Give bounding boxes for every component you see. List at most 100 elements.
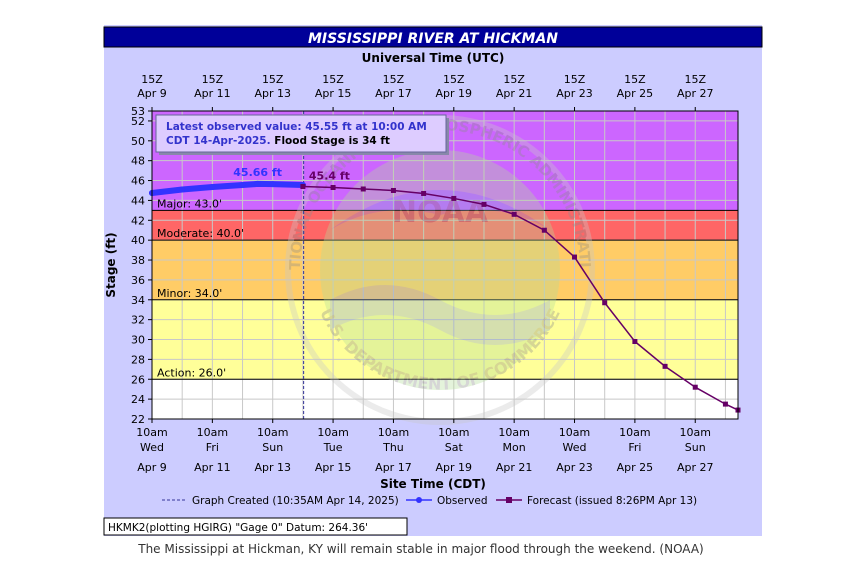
- forecast-point: [481, 201, 487, 207]
- latest-value-box: Latest observed value: 45.55 ft at 10:00…: [155, 114, 449, 155]
- legend: Graph Created (10:35AM Apr 14, 2025) Obs…: [162, 495, 697, 507]
- y-tick-label: 40: [131, 234, 145, 247]
- bottom-tick-time: 10am: [559, 426, 590, 439]
- top-tick-date: Apr 11: [194, 87, 231, 100]
- forecast-point: [572, 254, 578, 260]
- forecast-point: [692, 384, 698, 390]
- category-label-minor: Minor: 34.0': [157, 287, 222, 300]
- bottom-tick-date: Apr 23: [556, 461, 593, 474]
- bottom-tick-day: Mon: [503, 441, 526, 454]
- observed-point: [269, 181, 276, 188]
- y-tick-label: 26: [131, 373, 145, 386]
- title-bar: [103, 26, 763, 48]
- bottom-tick-time: 10am: [438, 426, 469, 439]
- latest-value-date: CDT 14-Apr-2025.: [166, 135, 271, 147]
- category-label-major: Major: 43.0': [157, 197, 222, 210]
- bottom-tick-time: 10am: [257, 426, 288, 439]
- y-tick-label: 44: [131, 194, 145, 207]
- bottom-tick-date: Apr 25: [617, 461, 654, 474]
- watermark-wave: [330, 285, 550, 345]
- y-tick-label: 50: [131, 135, 145, 148]
- y-tick-label: 34: [131, 294, 145, 307]
- top-axis-title: Universal Time (UTC): [362, 51, 505, 65]
- plot-border: [151, 110, 739, 420]
- y-tick-label: 42: [131, 214, 145, 227]
- bottom-tick-day: Tue: [323, 441, 343, 454]
- bottom-tick-day: Fri: [628, 441, 641, 454]
- top-tick-label: 15Z: [262, 73, 284, 86]
- top-tick-label: 15Z: [383, 73, 405, 86]
- y-tick-label: 52: [131, 115, 145, 128]
- bottom-tick-date: Apr 9: [137, 461, 167, 474]
- forecast-point: [662, 363, 668, 369]
- latest-value-line2: CDT 14-Apr-2025. Flood Stage is 34 ft: [166, 135, 390, 147]
- observed-point: [239, 182, 246, 189]
- forecast-point: [360, 186, 366, 192]
- top-tick-date: Apr 25: [617, 87, 654, 100]
- y-tick-label: 28: [131, 353, 145, 366]
- forecast-point: [421, 190, 427, 196]
- top-tick-label: 15Z: [564, 73, 586, 86]
- latest-value-line1: Latest observed value: 45.55 ft at 10:00…: [166, 121, 427, 133]
- forecast-line: [302, 185, 739, 411]
- figure-caption: The Mississippi at Hickman, KY will rema…: [138, 542, 704, 556]
- y-tick-label: 38: [131, 254, 145, 267]
- footer-datum: HKMK2(plotting HGIRG) "Gage 0" Datum: 26…: [108, 522, 368, 534]
- y-tick-label: 22: [131, 413, 145, 426]
- bottom-tick-day: Wed: [563, 441, 587, 454]
- bottom-tick-date: Apr 21: [496, 461, 533, 474]
- top-tick-date: Apr 27: [677, 87, 714, 100]
- flood-category-labels: Action: 26.0' Minor: 34.0' Moderate: 40.0'…: [157, 197, 244, 379]
- forecast-point: [722, 401, 728, 407]
- y-tick-label: 53: [131, 105, 145, 118]
- forecast-point: [300, 184, 306, 190]
- top-tick-label: 15Z: [684, 73, 706, 86]
- bottom-tick-date: Apr 15: [315, 461, 352, 474]
- bottom-axis: 10am Wed Apr 9 10am Fri Apr 11 10am Sun Apr 13 10…: [136, 419, 714, 474]
- forecast-start-label: 45.4 ft: [309, 170, 350, 183]
- y-tick-label: 36: [131, 274, 145, 287]
- band-moderate: [152, 210, 738, 241]
- y-tick-label: 30: [131, 334, 145, 347]
- top-tick-label: 15Z: [322, 73, 344, 86]
- y-tick-label: 32: [131, 314, 145, 327]
- category-label-action: Action: 26.0': [157, 366, 226, 379]
- bottom-tick-time: 10am: [680, 426, 711, 439]
- observed-peak-label: 45.66 ft: [233, 166, 282, 179]
- top-tick-date: Apr 19: [436, 87, 473, 100]
- bottom-tick-time: 10am: [136, 426, 167, 439]
- bottom-tick-time: 10am: [197, 426, 228, 439]
- bottom-tick-date: Apr 11: [194, 461, 231, 474]
- latest-value-box-bg: [155, 114, 447, 153]
- y-tick-label: 46: [131, 175, 145, 188]
- chart-title: MISSISSIPPI RIVER AT HICKMAN: [308, 31, 558, 47]
- bottom-tick-date: Apr 27: [677, 461, 714, 474]
- footer-box: [103, 517, 408, 536]
- forecast-point: [541, 227, 547, 233]
- y-tick-label: 24: [131, 393, 145, 406]
- bottom-tick-day: Wed: [140, 441, 164, 454]
- legend-forecast-text: Forecast (issued 8:26PM Apr 13): [527, 495, 697, 507]
- observed-point: [209, 184, 216, 191]
- legend-observed-text: Observed: [437, 495, 488, 507]
- top-tick-label: 15Z: [624, 73, 646, 86]
- observed-point: [179, 186, 186, 193]
- top-tick-date: Apr 23: [556, 87, 593, 100]
- x-axis-label: Site Time (CDT): [380, 477, 486, 491]
- watermark-center: NOAA: [392, 195, 489, 230]
- forecast-point: [330, 185, 336, 191]
- series-layer: 45.66 ft 45.4 ft: [149, 166, 741, 413]
- top-tick-label: 15Z: [503, 73, 525, 86]
- category-label-moderate: Moderate: 40.0': [157, 227, 244, 240]
- top-tick-date: Apr 9: [137, 87, 167, 100]
- forecast-point: [451, 195, 457, 201]
- observed-point: [254, 180, 261, 187]
- bottom-tick-day: Sun: [685, 441, 706, 454]
- legend-created-text: Graph Created (10:35AM Apr 14, 2025): [192, 495, 399, 507]
- top-tick-date: Apr 21: [496, 87, 533, 100]
- bottom-tick-day: Fri: [206, 441, 219, 454]
- y-tick-label: 48: [131, 155, 145, 168]
